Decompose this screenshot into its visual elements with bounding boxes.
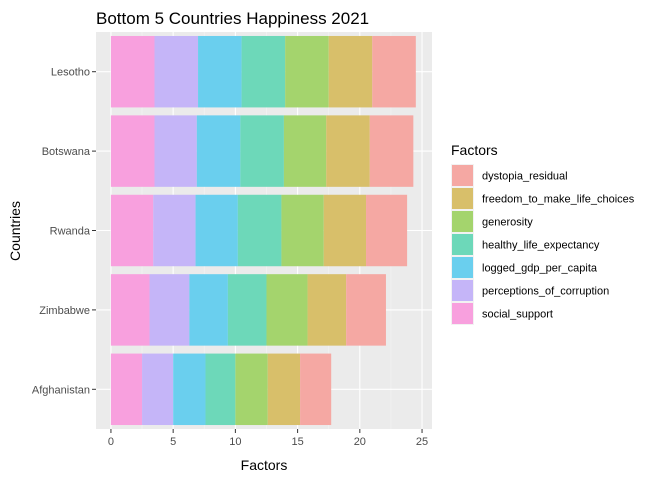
bar-segment-freedom-to-make-life-choices <box>307 274 347 346</box>
legend-label: perceptions_of_corruption <box>482 286 609 298</box>
legend-swatch <box>452 188 473 209</box>
legend-title: Factors <box>451 142 498 158</box>
bar-segment-dystopia-residual <box>369 115 414 187</box>
bar-segment-logged-gdp-per-capita <box>196 115 241 187</box>
y-axis: Lesotho Botswana Rwanda Zimbabwe Afghanistan <box>32 67 96 396</box>
legend: Factors dystopia_residual freedom_to_make… <box>451 142 635 325</box>
bar-segment-dystopia-residual <box>300 353 332 426</box>
x-tick-label: 0 <box>108 436 114 448</box>
bar-segment-logged-gdp-per-capita <box>198 35 242 108</box>
bar-segment-logged-gdp-per-capita <box>173 353 206 426</box>
legend-label: dystopia_residual <box>482 171 568 183</box>
legend-label: freedom_to_make_life_choices <box>482 194 635 206</box>
bar-segment-perceptions-of-corruption <box>153 194 196 267</box>
bar-segment-social-support <box>110 353 143 426</box>
legend-swatch <box>452 211 473 232</box>
chart-title: Bottom 5 Countries Happiness 2021 <box>96 9 369 28</box>
bar-segment-perceptions-of-corruption <box>154 35 199 108</box>
bar-segment-generosity <box>283 115 327 187</box>
x-axis-title: Factors <box>241 457 288 473</box>
bar-segment-generosity <box>281 194 324 267</box>
bar-segment-dystopia-residual <box>372 35 416 108</box>
y-tick-label: Rwanda <box>50 226 91 238</box>
bar-segment-healthy-life-expectancy <box>237 194 282 267</box>
bar-segment-social-support <box>110 274 150 346</box>
bar-segment-social-support <box>110 194 154 267</box>
y-axis-title: Countries <box>7 201 23 261</box>
legend-swatch <box>452 165 473 186</box>
bar-segment-logged-gdp-per-capita <box>195 194 238 267</box>
y-tick-label: Botswana <box>42 146 91 158</box>
y-tick-label: Afghanistan <box>32 384 90 396</box>
legend-label: social_support <box>482 309 553 321</box>
y-tick-label: Lesotho <box>51 67 90 79</box>
bar-segment-healthy-life-expectancy <box>205 353 236 426</box>
bar-segment-freedom-to-make-life-choices <box>328 35 373 108</box>
bar-segment-generosity <box>266 274 308 346</box>
bar-segment-dystopia-residual <box>366 194 408 267</box>
bar-segment-healthy-life-expectancy <box>240 115 284 187</box>
legend-swatch <box>452 257 473 278</box>
bar-segment-perceptions-of-corruption <box>154 115 197 187</box>
bar-segment-healthy-life-expectancy <box>227 274 267 346</box>
legend-swatch <box>452 280 473 301</box>
x-tick-label: 25 <box>416 436 428 448</box>
x-axis: 0 5 10 15 20 25 <box>108 429 428 448</box>
bar-segment-social-support <box>110 115 155 187</box>
bar-segment-logged-gdp-per-capita <box>189 274 228 346</box>
bar-segment-generosity <box>235 353 268 426</box>
bar-segment-freedom-to-make-life-choices <box>326 115 370 187</box>
bars <box>110 35 416 426</box>
bar-segment-dystopia-residual <box>346 274 386 346</box>
bar-segment-perceptions-of-corruption <box>149 274 190 346</box>
bar-segment-healthy-life-expectancy <box>241 35 286 108</box>
x-tick-label: 20 <box>354 436 366 448</box>
bar-segment-generosity <box>285 35 329 108</box>
bar-segment-freedom-to-make-life-choices <box>323 194 367 267</box>
bar-segment-social-support <box>110 35 155 108</box>
legend-swatch <box>452 303 473 324</box>
bar-segment-perceptions-of-corruption <box>142 353 174 426</box>
legend-label: healthy_life_expectancy <box>482 240 600 252</box>
x-tick-label: 10 <box>229 436 241 448</box>
y-tick-label: Zimbabwe <box>39 305 90 317</box>
legend-swatch <box>452 234 473 255</box>
bar-segment-freedom-to-make-life-choices <box>267 353 301 426</box>
x-tick-label: 15 <box>291 436 303 448</box>
x-tick-label: 5 <box>170 436 176 448</box>
legend-label: logged_gdp_per_capita <box>482 263 598 275</box>
legend-label: generosity <box>482 217 533 229</box>
